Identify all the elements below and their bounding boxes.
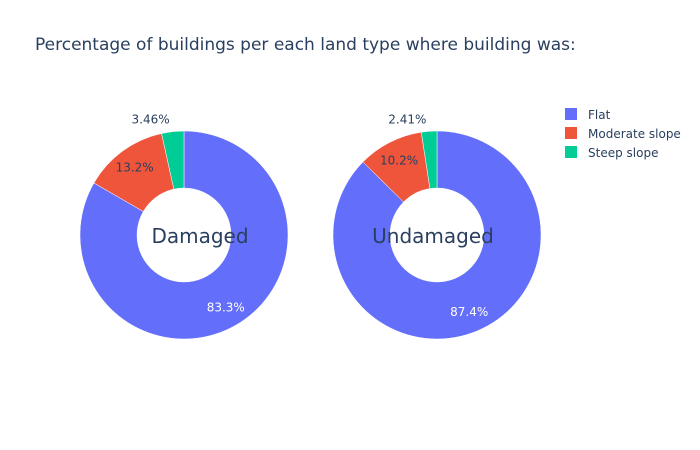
legend-swatch-steep-slope: [565, 146, 577, 158]
donut-group: 83.3% 13.2% 3.46% Damaged 87.4% 10.2% 2.41% Und…: [79, 112, 542, 340]
legend-label-flat: Flat: [588, 108, 611, 122]
legend-swatch-flat: [565, 108, 577, 120]
legend-label-moderate-slope: Moderate slope: [588, 127, 681, 141]
legend-swatch-moderate-slope: [565, 127, 577, 139]
slice-label-undamaged-flat: 87.4%: [450, 305, 488, 319]
legend-item-steep-slope[interactable]: Steep slope: [565, 146, 658, 160]
center-label-undamaged: Undamaged: [372, 224, 494, 248]
slice-label-undamaged-moderate-slope: 10.2%: [380, 154, 418, 168]
slice-label-damaged-steep-slope: 3.46%: [132, 113, 170, 127]
slice-undamaged-flat[interactable]: [332, 130, 542, 340]
slice-label-damaged-moderate-slope: 13.2%: [116, 161, 154, 175]
slice-label-damaged-flat: 83.3%: [207, 300, 245, 314]
center-label-damaged: Damaged: [151, 224, 248, 248]
chart-title: Percentage of buildings per each land ty…: [35, 35, 576, 55]
legend-item-moderate-slope[interactable]: Moderate slope: [565, 127, 681, 141]
slice-undamaged-steep-slope[interactable]: [421, 130, 438, 189]
legend-item-flat[interactable]: Flat: [565, 108, 611, 122]
slice-damaged-steep-slope[interactable]: [161, 130, 185, 190]
slice-damaged-flat[interactable]: [79, 130, 289, 340]
slice-label-undamaged-steep-slope: 2.41%: [388, 112, 426, 126]
legend[interactable]: Flat Moderate slope Steep slope: [565, 108, 681, 160]
legend-label-steep-slope: Steep slope: [588, 146, 658, 160]
